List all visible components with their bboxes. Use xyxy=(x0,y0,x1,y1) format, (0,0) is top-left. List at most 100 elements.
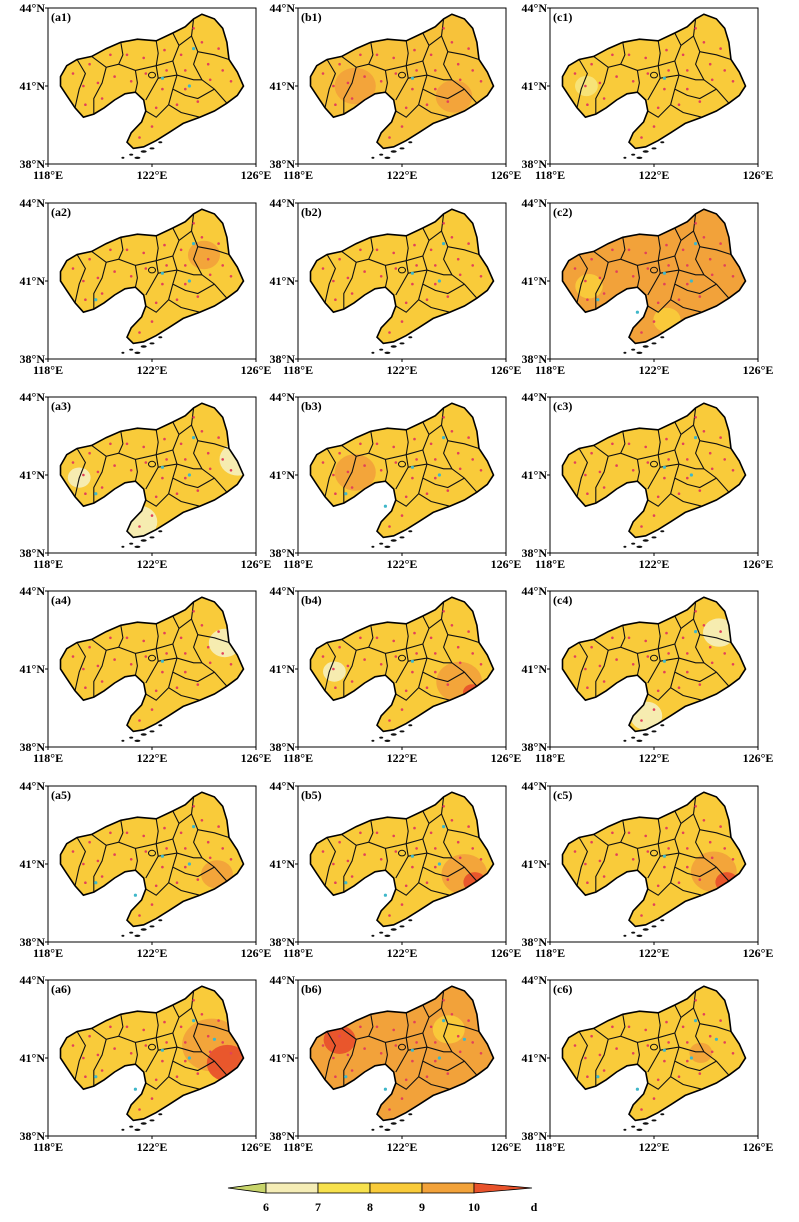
station-dot xyxy=(677,103,681,106)
island xyxy=(379,348,384,351)
city-boundary xyxy=(422,477,465,489)
station-dot xyxy=(415,652,418,655)
station-dot xyxy=(321,1044,325,1047)
station-dot xyxy=(71,461,75,464)
province-outline xyxy=(309,402,495,539)
city-boundary xyxy=(636,848,640,871)
station-dot xyxy=(442,610,445,613)
station-dot xyxy=(686,476,689,480)
city-boundary xyxy=(74,837,87,886)
station-dot xyxy=(179,831,183,835)
city-boundary xyxy=(178,813,192,824)
station-dot xyxy=(129,275,133,278)
lon-tick-label: 126°E xyxy=(241,1140,272,1154)
station-dot xyxy=(640,1108,643,1111)
station-dot xyxy=(200,1013,204,1016)
station-dot xyxy=(392,445,395,449)
island xyxy=(149,1119,155,1122)
station-dot xyxy=(652,514,656,517)
station-dot xyxy=(413,826,416,830)
station-dot xyxy=(179,442,183,446)
station-dot xyxy=(611,1025,614,1029)
station-dot xyxy=(586,1075,589,1078)
station-dot xyxy=(456,257,460,261)
city-boundary xyxy=(422,283,465,295)
station-dot xyxy=(584,1056,587,1060)
lon-tick-label: 126°E xyxy=(491,168,522,182)
station-dot xyxy=(359,831,362,835)
island xyxy=(129,931,134,934)
station-dot xyxy=(334,492,337,495)
station-dot xyxy=(479,663,483,666)
station-dot xyxy=(217,630,220,633)
station-dot xyxy=(163,1020,166,1024)
city-boundary xyxy=(418,687,450,701)
city-boundary xyxy=(324,448,337,497)
station-dot xyxy=(656,495,660,499)
station-dot xyxy=(196,1072,200,1075)
city-boundary xyxy=(145,818,159,879)
station-dot xyxy=(429,248,433,252)
station-dot xyxy=(694,222,697,225)
lat-tick-label: 41°N xyxy=(20,662,46,676)
city-boundary xyxy=(341,250,423,266)
lat-tick-label: 44°N xyxy=(20,390,46,404)
station-dot xyxy=(667,458,670,461)
station-dot xyxy=(694,416,697,419)
station-dot xyxy=(82,862,85,866)
island xyxy=(134,1128,141,1131)
station-dot xyxy=(184,87,187,91)
lat-tick-label: 44°N xyxy=(20,1,46,15)
station-dot-highlight xyxy=(94,881,98,885)
station-dot xyxy=(719,242,722,245)
station-dot xyxy=(334,686,337,689)
station-dot xyxy=(142,1028,145,1032)
lon-tick-label: 126°E xyxy=(241,557,272,571)
station-dot xyxy=(375,442,379,446)
station-dot xyxy=(350,875,354,878)
province-outline xyxy=(59,791,245,928)
island xyxy=(384,351,391,354)
station-dot xyxy=(394,655,398,658)
station-dot xyxy=(586,298,589,301)
city-boundary xyxy=(418,421,430,494)
station-dot-highlight xyxy=(662,854,666,858)
lat-tick-label: 38°N xyxy=(20,1129,46,1143)
station-dot xyxy=(388,525,391,528)
city-boundary xyxy=(93,1039,107,1087)
station-dot xyxy=(388,1108,391,1111)
island xyxy=(371,1128,375,1131)
station-dot xyxy=(429,831,433,835)
station-dot xyxy=(731,858,735,861)
station-dot xyxy=(627,248,631,252)
station-dot xyxy=(363,1047,366,1050)
station-dot xyxy=(404,884,408,888)
city-boundary xyxy=(699,440,732,450)
station-dot xyxy=(400,514,404,517)
station-dot xyxy=(184,1041,187,1044)
station-dot xyxy=(404,689,408,693)
station-dot xyxy=(359,1025,362,1029)
station-dot xyxy=(217,436,220,439)
city-boundary xyxy=(440,601,478,687)
city-boundary xyxy=(168,32,180,105)
city-boundary xyxy=(699,1023,732,1033)
station-dot xyxy=(615,75,618,78)
island xyxy=(623,934,627,937)
station-dot xyxy=(179,1025,183,1029)
station-dot xyxy=(144,1044,148,1047)
station-dot xyxy=(196,878,200,881)
city-boundary xyxy=(647,104,671,118)
city-boundary xyxy=(670,493,702,507)
island xyxy=(371,351,375,354)
city-boundary xyxy=(324,254,337,303)
station-dot xyxy=(150,708,154,711)
panel-label: (a6) xyxy=(51,982,71,996)
station-dot xyxy=(404,106,408,110)
station-dot xyxy=(88,840,91,844)
island xyxy=(623,156,627,159)
station-dot xyxy=(425,881,429,884)
